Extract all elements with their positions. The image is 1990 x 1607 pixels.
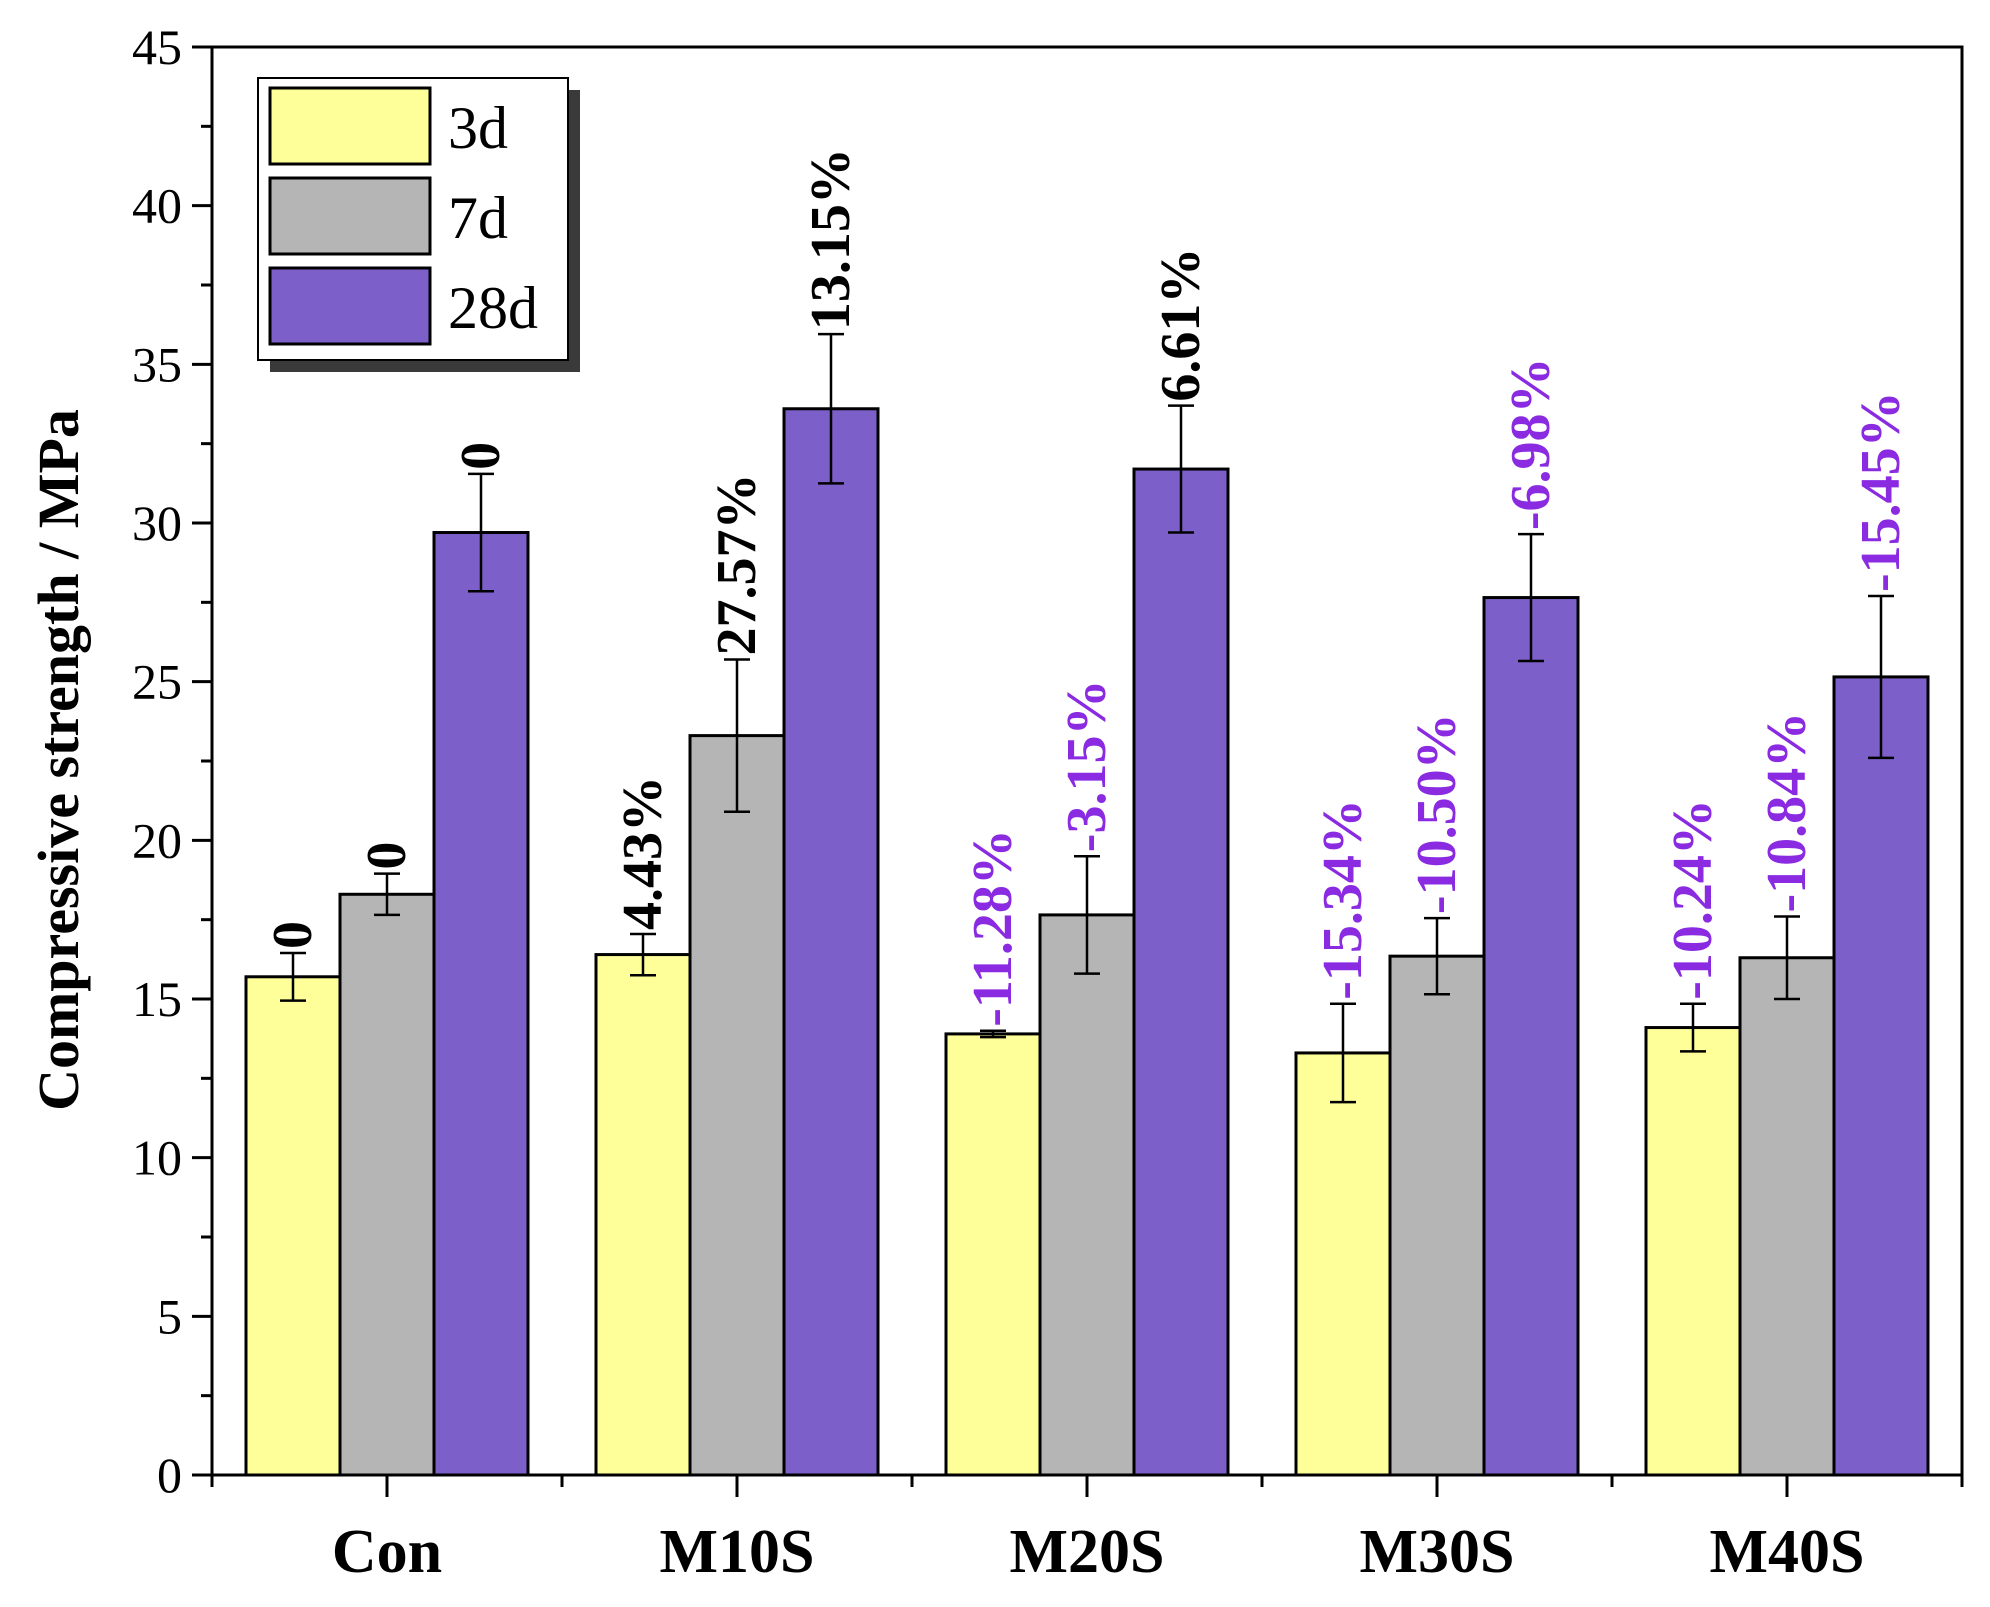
bar-3d-M20S bbox=[944, 1032, 1042, 1477]
data-label-28d-M20S: 6.61% bbox=[1150, 248, 1212, 402]
data-label-7d-M20S: -3.15% bbox=[1056, 680, 1118, 853]
data-label-7d-M40S: -10.84% bbox=[1756, 712, 1818, 913]
x-tick-label-M10S: M10S bbox=[660, 1518, 815, 1586]
bar-28d-Con bbox=[432, 531, 530, 1477]
error-bars-layer bbox=[280, 332, 1894, 1104]
bar-28d-M20S bbox=[1132, 467, 1230, 1477]
bar-3d-M10S bbox=[594, 953, 692, 1477]
legend: 3d 7d 28d bbox=[257, 77, 580, 372]
legend-swatch-28d bbox=[268, 266, 432, 346]
y-tick-label-40: 40 bbox=[132, 178, 182, 234]
bar-7d-M40S bbox=[1738, 956, 1836, 1477]
data-label-3d-M20S: -11.28% bbox=[962, 829, 1024, 1027]
y-tick-label-25: 25 bbox=[132, 654, 182, 710]
bar-28d-M40S bbox=[1832, 675, 1930, 1477]
legend-label-7d: 7d bbox=[448, 185, 508, 251]
legend-swatch-7d bbox=[268, 176, 432, 256]
bar-7d-M30S bbox=[1388, 954, 1486, 1477]
data-label-28d-M40S: -15.45% bbox=[1850, 391, 1912, 592]
y-tick-label-10: 10 bbox=[132, 1130, 182, 1186]
y-tick-label-15: 15 bbox=[132, 971, 182, 1027]
legend-label-28d: 28d bbox=[448, 275, 538, 341]
x-tick-label-Con: Con bbox=[332, 1518, 442, 1586]
bar-3d-M30S bbox=[1294, 1051, 1392, 1477]
data-label-7d-M10S: 27.57% bbox=[706, 473, 768, 655]
y-tick-label-45: 45 bbox=[132, 19, 182, 75]
data-label-3d-M10S: 4.43% bbox=[612, 776, 674, 930]
bar-7d-M20S bbox=[1038, 913, 1136, 1477]
axes-layer: Con M10S M20S M30S M40S 0 5 10 15 20 25 30 35 40 45 bbox=[132, 19, 1964, 1586]
legend-label-3d: 3d bbox=[448, 95, 508, 161]
data-label-28d-M10S: 13.15% bbox=[800, 148, 862, 330]
y-tick-label-20: 20 bbox=[132, 812, 182, 868]
bar-7d-M10S bbox=[688, 734, 786, 1477]
x-tick-label-M40S: M40S bbox=[1710, 1518, 1865, 1586]
data-label-28d-M30S: -6.98% bbox=[1500, 357, 1562, 530]
data-label-28d-Con: 0 bbox=[450, 442, 512, 470]
y-tick-label-5: 5 bbox=[157, 1288, 182, 1344]
legend-swatch-3d bbox=[268, 86, 432, 166]
data-label-7d-Con: 0 bbox=[356, 842, 418, 870]
data-label-3d-M40S: -10.24% bbox=[1662, 799, 1724, 1000]
data-label-7d-M30S: -10.50% bbox=[1406, 713, 1468, 914]
x-tick-label-M30S: M30S bbox=[1360, 1518, 1515, 1586]
x-tick-label-M20S: M20S bbox=[1010, 1518, 1165, 1586]
bar-28d-M10S bbox=[782, 407, 880, 1477]
bar-7d-Con bbox=[338, 892, 436, 1477]
y-tick-label-35: 35 bbox=[132, 336, 182, 392]
y-tick-label-30: 30 bbox=[132, 495, 182, 551]
data-label-3d-M30S: -15.34% bbox=[1312, 799, 1374, 1000]
data-labels-layer: 0 0 0 4.43% 27.57% 13.15% -11.28% -3.15% 6.61% -1… bbox=[262, 148, 1912, 1027]
y-axis-label: Compressive strength / MPa bbox=[26, 409, 91, 1111]
bar-3d-M40S bbox=[1644, 1026, 1742, 1477]
bar-3d-Con bbox=[244, 975, 342, 1477]
bar-28d-M30S bbox=[1482, 596, 1580, 1477]
y-tick-label-0: 0 bbox=[157, 1447, 182, 1503]
data-label-3d-Con: 0 bbox=[262, 921, 324, 949]
